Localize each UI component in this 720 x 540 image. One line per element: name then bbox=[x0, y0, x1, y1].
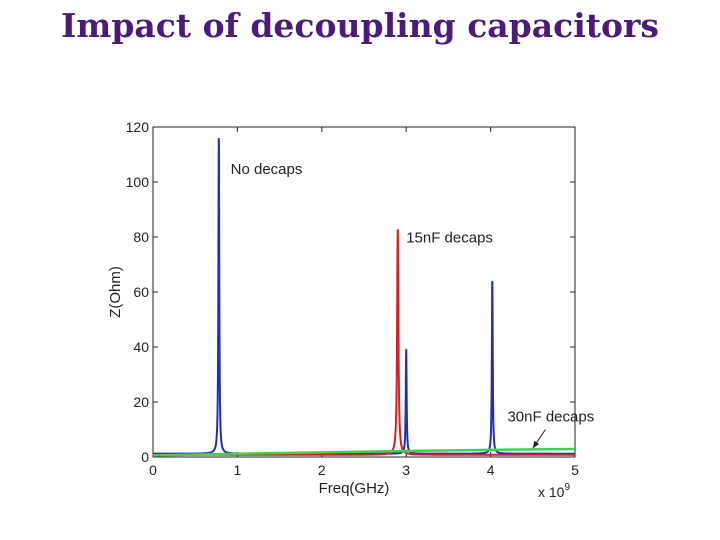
x-axis-label: Freq(GHz) bbox=[319, 480, 390, 497]
y-tick-label: 0 bbox=[141, 449, 149, 465]
x-axis-multiplier: x 109 bbox=[538, 482, 570, 500]
y-tick-label: 40 bbox=[133, 339, 149, 355]
x-multiplier-base: x 10 bbox=[538, 484, 565, 500]
annotation-no-decaps: No decaps bbox=[231, 161, 303, 178]
y-axis-ticks: 0 20 40 60 80 100 120 bbox=[126, 119, 575, 465]
x-tick-label: 5 bbox=[571, 462, 579, 478]
y-tick-label: 120 bbox=[126, 119, 150, 135]
y-axis-label: Z(Ohm) bbox=[107, 266, 124, 318]
y-tick-label: 100 bbox=[126, 174, 150, 190]
annotation-30nf-decaps: 30nF decaps bbox=[507, 408, 594, 425]
series-line-30nf-decaps bbox=[153, 447, 575, 457]
x-tick-label: 1 bbox=[234, 462, 242, 478]
annotation-30nf-arrowhead bbox=[532, 440, 540, 449]
y-tick-label: 60 bbox=[133, 284, 149, 300]
slide-title: Impact of decoupling capacitors bbox=[61, 6, 659, 45]
x-multiplier-exponent: 9 bbox=[564, 482, 570, 493]
series-lines bbox=[153, 138, 575, 457]
x-tick-label: 2 bbox=[318, 462, 326, 478]
series-line-no-decaps bbox=[153, 138, 575, 455]
x-tick-label: 3 bbox=[402, 462, 410, 478]
x-tick-label: 4 bbox=[487, 462, 495, 478]
x-tick-label: 0 bbox=[149, 462, 157, 478]
x-axis-ticks: 0 1 2 3 4 5 bbox=[149, 127, 579, 478]
annotation-15nf-decaps: 15nF decaps bbox=[406, 230, 493, 247]
y-tick-label: 20 bbox=[133, 394, 149, 410]
y-tick-label: 80 bbox=[133, 229, 149, 245]
